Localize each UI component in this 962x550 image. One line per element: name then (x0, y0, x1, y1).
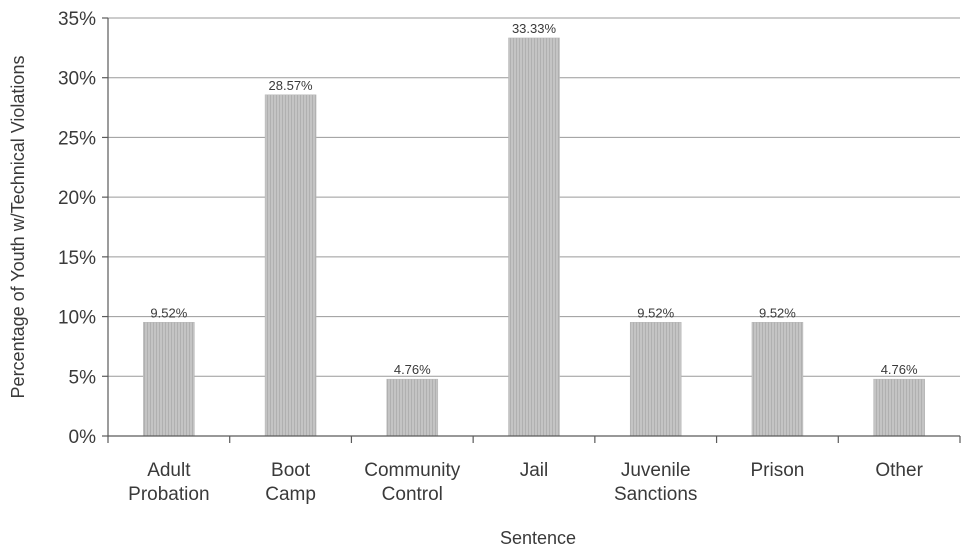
y-axis-title: Percentage of Youth w/Technical Violatio… (8, 56, 28, 399)
bar (386, 378, 439, 437)
bar (143, 322, 195, 437)
data-label: 9.52% (759, 305, 796, 320)
data-label: 9.52% (150, 305, 187, 320)
data-label: 33.33% (512, 21, 557, 36)
y-tick-label: 25% (58, 128, 96, 149)
bar (508, 37, 560, 437)
x-tick-label: Juvenile Sanctions (614, 460, 697, 505)
x-tick-label: Adult Probation (128, 460, 209, 505)
labels: 0% 5% 10% 15% 20% 25% 30% 35% 9.52% Adult Probatio… (58, 9, 924, 505)
data-label: 4.76% (881, 362, 918, 377)
y-tick-label: 10% (58, 308, 96, 329)
y-tick-label: 0% (69, 427, 97, 448)
axes (102, 17, 961, 443)
bar (873, 378, 925, 437)
x-axis-title: Sentence (500, 528, 576, 548)
x-tick-label: Jail (520, 460, 549, 481)
data-label: 9.52% (637, 305, 674, 320)
data-label: 28.57% (269, 78, 314, 93)
bar (264, 94, 317, 437)
y-tick-label: 5% (69, 367, 97, 388)
y-tick-label: 15% (58, 248, 96, 269)
data-label: 4.76% (394, 362, 431, 377)
x-tick-label: Boot Camp (265, 460, 316, 505)
x-tick-label: Other (875, 460, 923, 481)
x-tick-label: Community Control (364, 460, 461, 505)
bar (629, 322, 682, 437)
y-tick-label: 35% (58, 9, 96, 30)
bars (143, 37, 925, 437)
y-tick-label: 30% (58, 69, 96, 90)
bar (751, 322, 804, 437)
y-tick-label: 20% (58, 188, 96, 209)
x-tick-label: Prison (750, 460, 804, 481)
